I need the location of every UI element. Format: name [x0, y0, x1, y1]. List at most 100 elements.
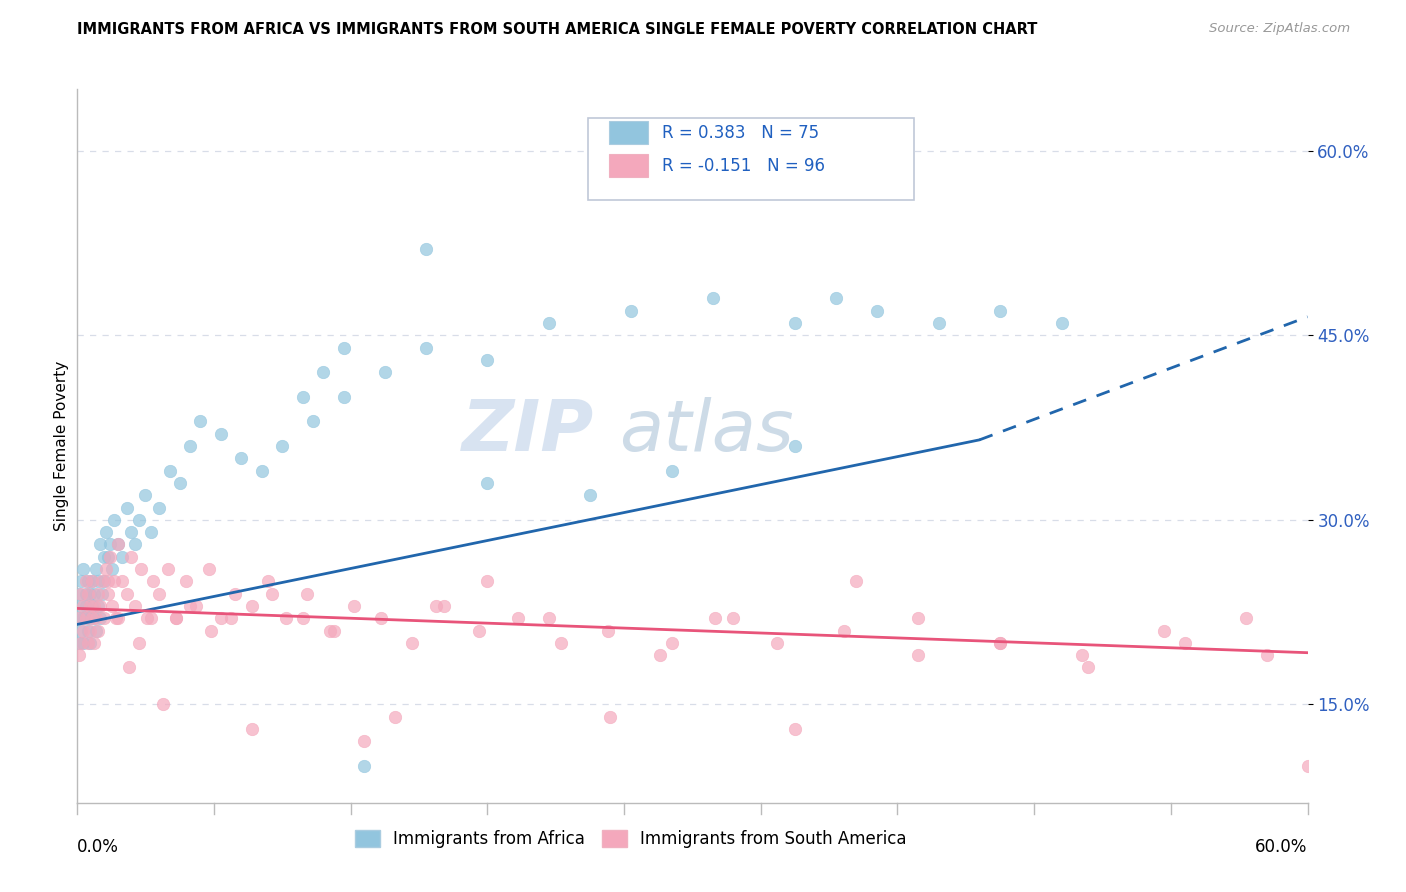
Y-axis label: Single Female Poverty: Single Female Poverty — [53, 361, 69, 531]
Point — [1050, 316, 1073, 330]
Point — [94, 562, 117, 576]
Point — [477, 475, 499, 490]
Point — [83, 587, 105, 601]
Point — [111, 549, 134, 564]
Point — [825, 291, 848, 305]
Point — [433, 599, 456, 613]
Point — [209, 611, 232, 625]
Point — [1256, 648, 1278, 662]
Point — [75, 574, 97, 589]
Point — [318, 624, 340, 638]
Point — [343, 599, 366, 613]
Point — [98, 549, 121, 564]
Point — [262, 587, 284, 601]
Point — [107, 537, 129, 551]
Point — [783, 316, 806, 330]
Point — [75, 599, 97, 613]
Point — [79, 587, 101, 601]
Point — [84, 611, 107, 625]
Point — [333, 341, 356, 355]
Text: Source: ZipAtlas.com: Source: ZipAtlas.com — [1209, 22, 1350, 36]
FancyBboxPatch shape — [609, 121, 648, 145]
Point — [1296, 759, 1319, 773]
Point — [179, 439, 201, 453]
Point — [134, 488, 156, 502]
Point — [115, 500, 138, 515]
Point — [477, 574, 499, 589]
Point — [928, 316, 950, 330]
Point — [76, 574, 98, 589]
Point — [291, 390, 314, 404]
Point — [80, 574, 103, 589]
Point — [353, 759, 375, 773]
Point — [1077, 660, 1099, 674]
Text: ZIP: ZIP — [461, 397, 595, 467]
Point — [370, 611, 392, 625]
Point — [302, 414, 325, 428]
Point — [107, 611, 129, 625]
Point — [117, 660, 139, 674]
Point — [333, 390, 356, 404]
Point — [165, 611, 187, 625]
Point — [76, 624, 98, 638]
Point — [89, 537, 111, 551]
Point — [120, 525, 142, 540]
Point — [401, 636, 423, 650]
Point — [72, 599, 94, 613]
Point — [67, 636, 90, 650]
Point — [79, 624, 101, 638]
Point — [415, 341, 437, 355]
Point — [129, 562, 152, 576]
Point — [141, 525, 163, 540]
Point — [188, 414, 212, 428]
Point — [79, 636, 101, 650]
Point — [988, 636, 1011, 650]
Point — [1153, 624, 1175, 638]
Legend: Immigrants from Africa, Immigrants from South America: Immigrants from Africa, Immigrants from … — [349, 823, 914, 855]
Point — [224, 587, 246, 601]
Point — [702, 291, 724, 305]
Point — [384, 709, 406, 723]
Point — [159, 464, 181, 478]
Point — [374, 365, 396, 379]
Text: 60.0%: 60.0% — [1256, 838, 1308, 856]
Point — [89, 611, 111, 625]
Point — [75, 587, 97, 601]
Point — [87, 587, 110, 601]
Point — [723, 611, 745, 625]
Point — [90, 587, 114, 601]
Point — [537, 611, 560, 625]
Point — [988, 636, 1011, 650]
Point — [107, 537, 129, 551]
Point — [97, 587, 120, 601]
Point — [87, 574, 110, 589]
Point — [111, 574, 134, 589]
Point — [83, 636, 105, 650]
Point — [120, 549, 142, 564]
Point — [148, 587, 170, 601]
Point — [84, 562, 107, 576]
Point — [72, 636, 94, 650]
Point — [98, 537, 121, 551]
Point — [271, 439, 294, 453]
Point — [67, 648, 90, 662]
Point — [142, 574, 165, 589]
Point — [87, 624, 110, 638]
Point — [197, 562, 219, 576]
Point — [1234, 611, 1257, 625]
Point — [93, 611, 115, 625]
Point — [67, 587, 90, 601]
Point — [468, 624, 491, 638]
Point — [70, 636, 93, 650]
Point — [988, 303, 1011, 318]
Point — [186, 599, 208, 613]
Point — [103, 513, 125, 527]
Point — [128, 513, 150, 527]
Point — [70, 587, 93, 601]
Point — [1174, 636, 1197, 650]
Point — [353, 734, 375, 748]
Point — [276, 611, 298, 625]
Point — [80, 611, 103, 625]
Point — [783, 722, 806, 736]
Point — [84, 624, 107, 638]
